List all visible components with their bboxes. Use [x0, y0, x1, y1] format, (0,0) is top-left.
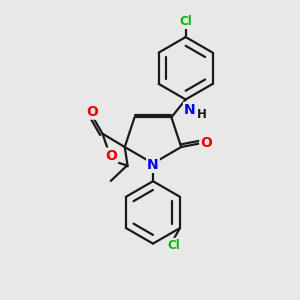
Text: H: H	[197, 108, 207, 121]
Text: O: O	[86, 105, 98, 119]
Text: O: O	[200, 136, 212, 150]
Text: N: N	[184, 103, 196, 117]
Text: N: N	[147, 158, 159, 172]
Text: O: O	[105, 148, 117, 163]
Text: Cl: Cl	[167, 239, 180, 252]
Text: Cl: Cl	[179, 15, 192, 28]
